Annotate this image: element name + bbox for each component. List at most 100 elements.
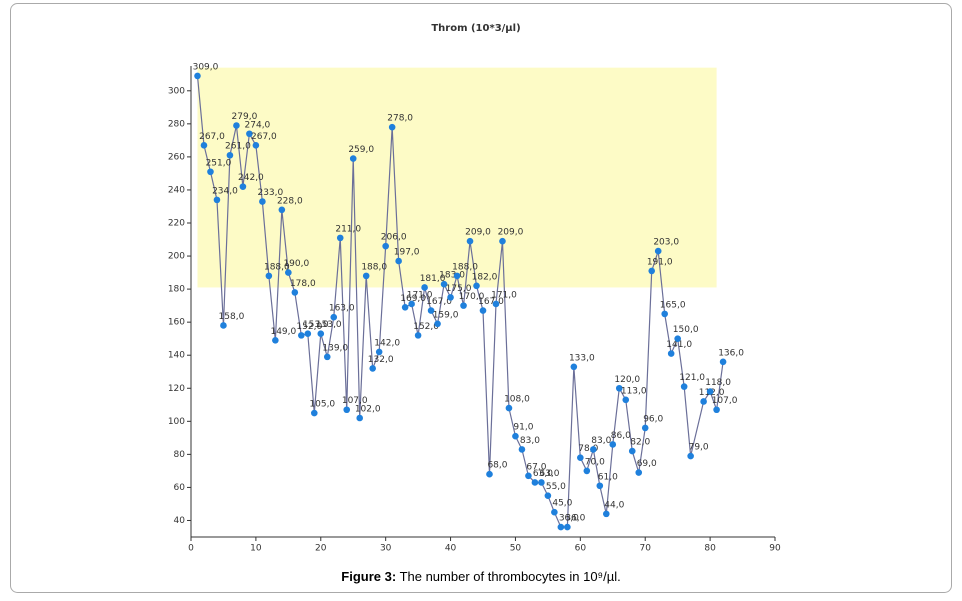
data-label: 118,0 — [705, 378, 731, 388]
data-point — [667, 350, 675, 357]
data-label: 102,0 — [355, 405, 381, 415]
data-point — [291, 289, 299, 296]
data-label: 152,0 — [413, 322, 439, 332]
data-label: 36,0 — [559, 514, 579, 524]
data-label: 171,0 — [407, 290, 433, 300]
data-point — [330, 313, 338, 321]
x-tick-label: 20 — [315, 544, 327, 554]
y-tick-label: 160 — [168, 318, 185, 328]
data-label: 45,0 — [552, 499, 572, 509]
data-label: 203,0 — [653, 238, 679, 248]
data-point — [349, 155, 357, 162]
data-point — [687, 452, 694, 460]
data-point — [259, 198, 266, 205]
data-point — [641, 424, 649, 432]
data-label: 139,0 — [322, 343, 348, 353]
data-point — [421, 284, 428, 291]
data-label: 175,0 — [446, 284, 472, 294]
data-point — [615, 384, 623, 392]
data-point — [460, 302, 467, 309]
data-label: 150,0 — [673, 325, 699, 335]
data-point — [596, 482, 604, 490]
data-label: 191,0 — [647, 257, 673, 267]
y-tick-label: 220 — [168, 219, 185, 229]
data-point — [557, 523, 565, 531]
data-point — [298, 332, 305, 339]
data-point — [531, 479, 539, 486]
data-point — [369, 365, 376, 372]
data-point — [551, 508, 558, 516]
y-tick-label: 260 — [168, 152, 185, 162]
data-label: 36,0 — [565, 514, 585, 524]
data-point — [570, 363, 578, 371]
data-point — [622, 396, 630, 404]
data-point — [661, 310, 668, 318]
data-label: 233,0 — [257, 188, 283, 198]
data-point — [635, 469, 643, 476]
data-label: 242,0 — [238, 173, 264, 183]
data-point — [538, 479, 545, 486]
data-label: 190,0 — [283, 259, 309, 269]
data-label: 169,0 — [400, 294, 426, 304]
x-tick-label: 40 — [445, 544, 457, 554]
data-label: 261,0 — [225, 142, 251, 152]
data-point — [479, 307, 487, 314]
data-point — [654, 247, 662, 255]
data-label: 133,0 — [569, 353, 595, 363]
data-point — [304, 330, 312, 338]
data-label: 165,0 — [660, 300, 686, 310]
y-tick-label: 120 — [168, 384, 185, 394]
data-point — [680, 383, 688, 390]
data-point — [226, 151, 234, 159]
data-point — [525, 472, 532, 480]
data-label: 167,0 — [478, 297, 504, 307]
data-point — [434, 320, 441, 328]
data-point — [362, 272, 370, 280]
data-label: 267,0 — [199, 132, 225, 142]
data-point — [414, 332, 422, 339]
data-point — [343, 406, 351, 414]
data-label: 113,0 — [621, 386, 647, 396]
data-label: 309,0 — [193, 62, 219, 72]
data-point — [492, 300, 500, 308]
data-label: 83,0 — [591, 436, 611, 446]
data-label: 86,0 — [611, 431, 631, 441]
data-point — [583, 467, 591, 475]
data-label: 141,0 — [666, 340, 692, 350]
data-label: 79,0 — [689, 443, 709, 453]
y-tick-label: 280 — [168, 119, 185, 129]
data-point — [544, 492, 552, 499]
reference-band — [197, 67, 717, 288]
data-point — [427, 307, 435, 314]
data-point — [336, 234, 344, 242]
data-label: 153,0 — [303, 320, 329, 330]
data-label: 228,0 — [277, 196, 303, 206]
data-point — [200, 142, 208, 149]
data-label: 259,0 — [348, 145, 374, 155]
data-point — [609, 441, 617, 448]
data-point — [473, 282, 480, 290]
data-point — [440, 280, 448, 288]
data-label: 132,0 — [368, 355, 394, 365]
data-point — [564, 523, 571, 531]
data-point — [648, 267, 656, 275]
data-point — [395, 257, 402, 265]
caption-text: The number of thrombocytes in 10⁹/µl. — [400, 569, 621, 584]
data-label: 149,0 — [270, 327, 296, 337]
data-label: 188,0 — [264, 262, 290, 272]
data-label: 188,0 — [452, 262, 478, 272]
data-label: 69,0 — [637, 459, 657, 469]
y-tick-label: 60 — [174, 483, 186, 493]
data-point — [713, 406, 720, 414]
data-label: 178,0 — [290, 279, 316, 289]
data-label: 159,0 — [433, 310, 459, 320]
data-point — [265, 272, 273, 280]
data-point — [447, 294, 454, 301]
data-label: 105,0 — [309, 400, 335, 410]
data-label: 121,0 — [679, 373, 705, 383]
y-tick-label: 140 — [168, 351, 185, 361]
data-point — [512, 432, 519, 440]
data-label: 120,0 — [614, 375, 640, 385]
data-label: 171,0 — [491, 290, 517, 300]
